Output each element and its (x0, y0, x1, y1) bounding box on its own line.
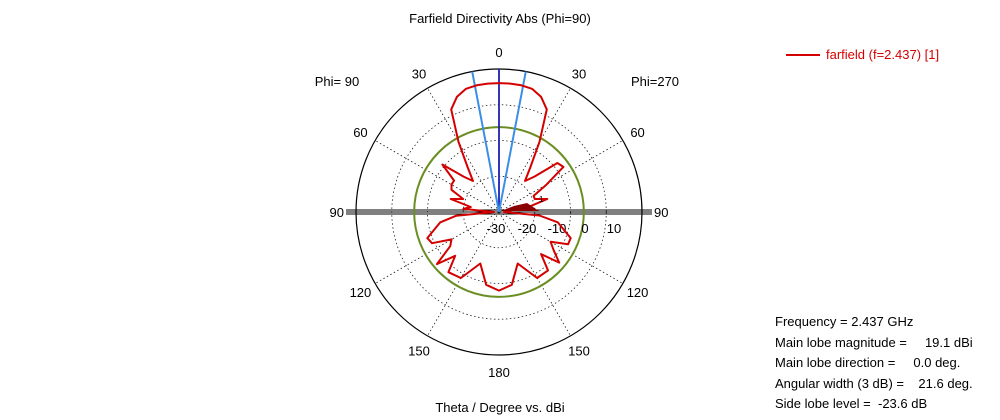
grid-spoke-60 (498, 140, 624, 213)
angle-label-mid-upper-right: 60 (630, 125, 644, 140)
phi-right-label: Phi=270 (631, 74, 679, 89)
marker-shape (501, 203, 539, 211)
legend-label: farfield (f=2.437) [1] (826, 47, 940, 62)
angle-label-upper-left: 30 (412, 66, 426, 81)
side-lobe-level-readout: Side lobe level = -23.6 dB (775, 396, 928, 411)
angle-label-right: 90 (654, 205, 668, 220)
angle-label-lower-right: 150 (568, 344, 590, 359)
angle-label-bottom: 180 (488, 365, 510, 380)
grid-spoke-300 (374, 140, 500, 213)
angle-label-mid-lower-left: 120 (350, 285, 372, 300)
series-layer: 1 (426, 82, 572, 292)
angle-label-top: 0 (495, 45, 502, 60)
main-lobe-direction-readout: Main lobe direction = 0.0 deg. (775, 355, 961, 370)
angle-labels: 0 30 30 60 60 120 120 150 150 180 90 90 (330, 45, 669, 380)
radial-tick-label-3: -10 (548, 221, 567, 236)
radial-tick-labels: -30 -20 -10 0 10 (487, 221, 622, 236)
frequency-readout: Frequency = 2.437 GHz (775, 314, 914, 329)
angle-label-upper-right: 30 (572, 66, 586, 81)
grid-spoke-330 (427, 87, 500, 213)
beam-width-line-2 (498, 71, 527, 213)
polar-grid (346, 68, 652, 356)
angle-label-lower-left: 150 (408, 344, 430, 359)
angular-width-readout: Angular width (3 dB) = 21.6 deg. (775, 375, 973, 391)
beam-width-line-1 (471, 71, 500, 213)
radial-tick-label-4: 0 (581, 221, 588, 236)
radial-tick-label-2: -20 (518, 221, 537, 236)
radial-tick-label-5: 10 (607, 221, 621, 236)
series-trace-1 (426, 82, 572, 292)
chart-title: Farfield Directivity Abs (Phi=90) (409, 11, 591, 26)
legend: farfield (f=2.437) [1] (786, 47, 939, 62)
legend-swatch (786, 53, 820, 56)
marker-label: 1 (539, 195, 544, 204)
radial-tick-label-1: -30 (487, 221, 506, 236)
main-lobe-magnitude-readout: Main lobe magnitude = 19.1 dBi (775, 334, 973, 350)
angle-label-mid-upper-left: 60 (353, 125, 367, 140)
angle-label-left: 90 (330, 205, 344, 220)
phi-left-label: Phi= 90 (315, 74, 359, 89)
results-panel: Frequency = 2.437 GHz Main lobe magnitud… (775, 312, 973, 415)
grid-spoke-240 (374, 211, 500, 284)
grid-spoke-30 (498, 87, 571, 213)
x-axis-label: Theta / Degree vs. dBi (435, 400, 564, 415)
angle-label-mid-lower-right: 120 (627, 285, 649, 300)
